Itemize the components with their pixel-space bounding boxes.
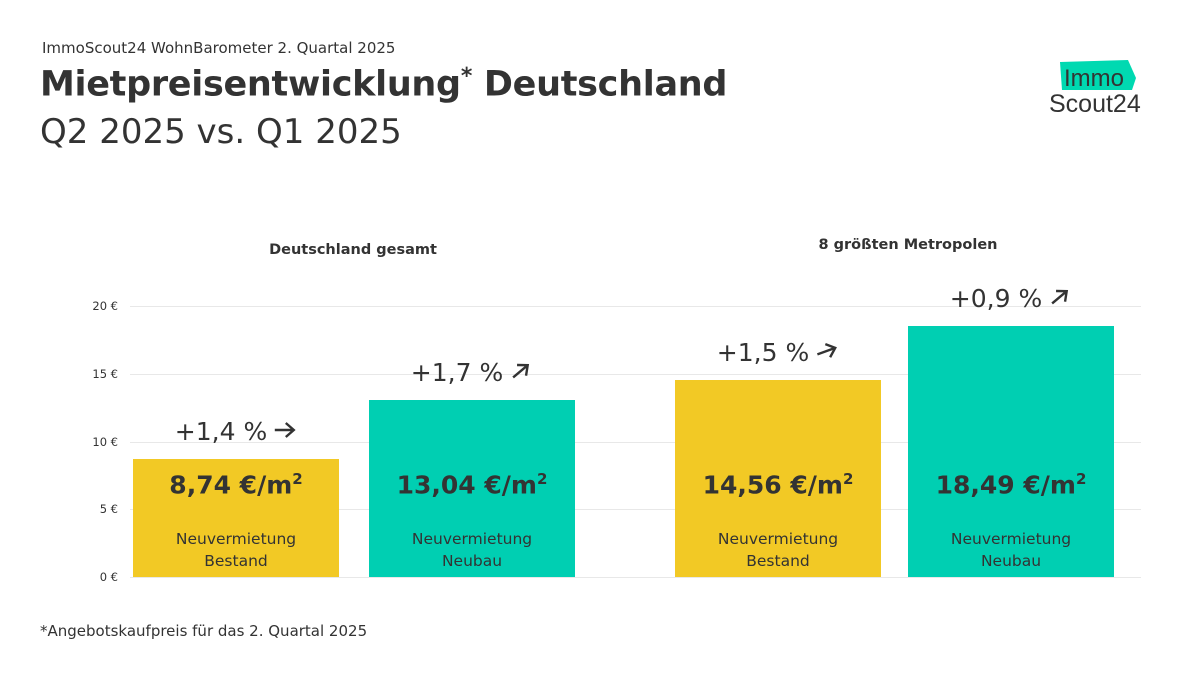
unit-superscript: 2 [842, 470, 854, 488]
change-label: +0,9 % [950, 284, 1072, 313]
bar-label-line1: Neuvermietung [950, 530, 1072, 548]
value-text: 13,04 €/m [396, 470, 537, 500]
arrow-right-icon [273, 417, 297, 446]
footnote: *Angebotskaufpreis für das 2. Quartal 20… [40, 622, 368, 640]
y-tick-label: 20 € [92, 299, 118, 313]
page-title: Mietpreisentwicklung* Deutschland [40, 64, 727, 105]
gridline [130, 373, 1141, 375]
bar-value-label: 18,49 €/m2 [908, 470, 1114, 499]
title-footnote-mark: * [460, 64, 473, 89]
change-value: +1,4 % [174, 416, 268, 446]
change-label: +1,5 % [717, 338, 839, 367]
group-title: 8 größten Metropolen [818, 237, 998, 253]
bar-value-label: 14,56 €/m2 [675, 470, 881, 499]
bar-label-line1: Neuvermietung [411, 530, 533, 548]
y-tick-label: 15 € [92, 366, 118, 381]
bar [133, 458, 339, 577]
bar [908, 326, 1114, 577]
change-label: +1,7 % [411, 358, 533, 387]
svg-text:Scout24: Scout24 [1049, 90, 1141, 118]
y-tick-label: 5 € [99, 502, 118, 517]
gridline [130, 306, 1141, 307]
bar-label-line1: Neuvermietung [717, 530, 839, 548]
bar [675, 379, 881, 577]
gridline [130, 509, 1141, 511]
unit-superscript: 2 [1075, 470, 1087, 488]
value-text: 18,49 €/m [935, 470, 1076, 500]
bar-label-line2: Neubau [980, 552, 1042, 570]
bar-label-line2: Bestand [204, 552, 268, 570]
change-value: +1,5 % [716, 337, 810, 367]
title-main: Mietpreisentwicklung [40, 64, 461, 105]
bar-label-line2: Bestand [746, 552, 810, 570]
immoscout24-logo: Immo Scout24 [1049, 60, 1141, 118]
bar [369, 400, 575, 577]
gridline [130, 577, 1141, 578]
gridline [130, 441, 1141, 443]
unit-superscript: 2 [536, 470, 548, 488]
bar-label-line1: Neuvermietung [175, 530, 297, 548]
change-value: +0,9 % [949, 284, 1043, 314]
group-title: Deutschland gesamt [269, 242, 437, 258]
arrow-slight-up-right-icon [815, 338, 839, 367]
change-label: +1,4 % [175, 417, 297, 446]
change-value: +1,7 % [410, 358, 504, 388]
arrow-up-right-icon [509, 358, 533, 387]
bar-value-label: 8,74 €/m2 [133, 470, 339, 499]
bar-value-label: 13,04 €/m2 [369, 470, 575, 499]
supertitle: ImmoScout24 WohnBarometer 2. Quartal 202… [42, 39, 396, 57]
title-rest: Deutschland [472, 64, 728, 105]
svg-text:Immo: Immo [1064, 65, 1124, 92]
bar-label-line2: Neubau [441, 552, 503, 570]
page-subtitle: Q2 2025 vs. Q1 2025 [40, 112, 402, 152]
value-text: 14,56 €/m [702, 470, 843, 500]
arrow-up-right-icon [1048, 284, 1072, 313]
unit-superscript: 2 [292, 470, 303, 488]
value-text: 8,74 €/m [169, 470, 293, 500]
y-tick-label: 0 € [99, 570, 118, 584]
y-tick-label: 10 € [92, 434, 118, 449]
